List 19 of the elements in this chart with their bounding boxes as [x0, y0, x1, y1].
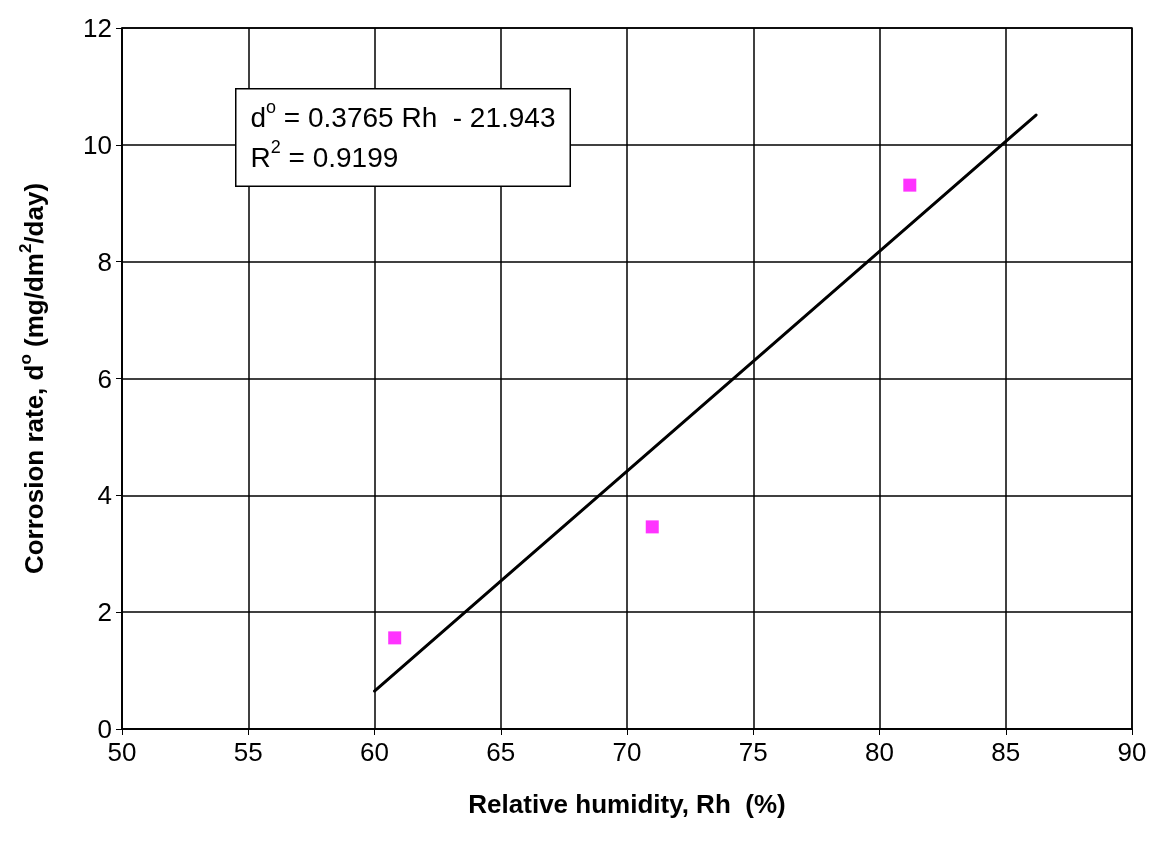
x-tick-label: 55 [233, 737, 263, 767]
point [903, 178, 917, 192]
x-tick-label: 75 [738, 737, 768, 767]
x-axis-title: Relative humidity, Rh (%) [468, 789, 786, 819]
y-axis-title: Corrosion rate, do (mg/dm2/day) [16, 182, 49, 575]
x-tick-label: 60 [360, 737, 389, 767]
point [645, 520, 659, 534]
x-tick-label: 70 [612, 737, 642, 767]
y-tick-label: 4 [97, 480, 112, 511]
point [388, 631, 402, 645]
y-tick-label: 10 [83, 129, 112, 160]
x-tick-label: 80 [865, 737, 894, 767]
y-tick-label: 8 [97, 246, 112, 277]
x-tick-label: 85 [991, 737, 1021, 767]
y-tick-label: 6 [97, 363, 112, 394]
x-tick-label: 65 [486, 737, 516, 767]
y-tick-label: 12 [83, 13, 112, 43]
x-tick-label: 90 [1117, 737, 1147, 767]
y-tick-label: 2 [97, 597, 112, 628]
